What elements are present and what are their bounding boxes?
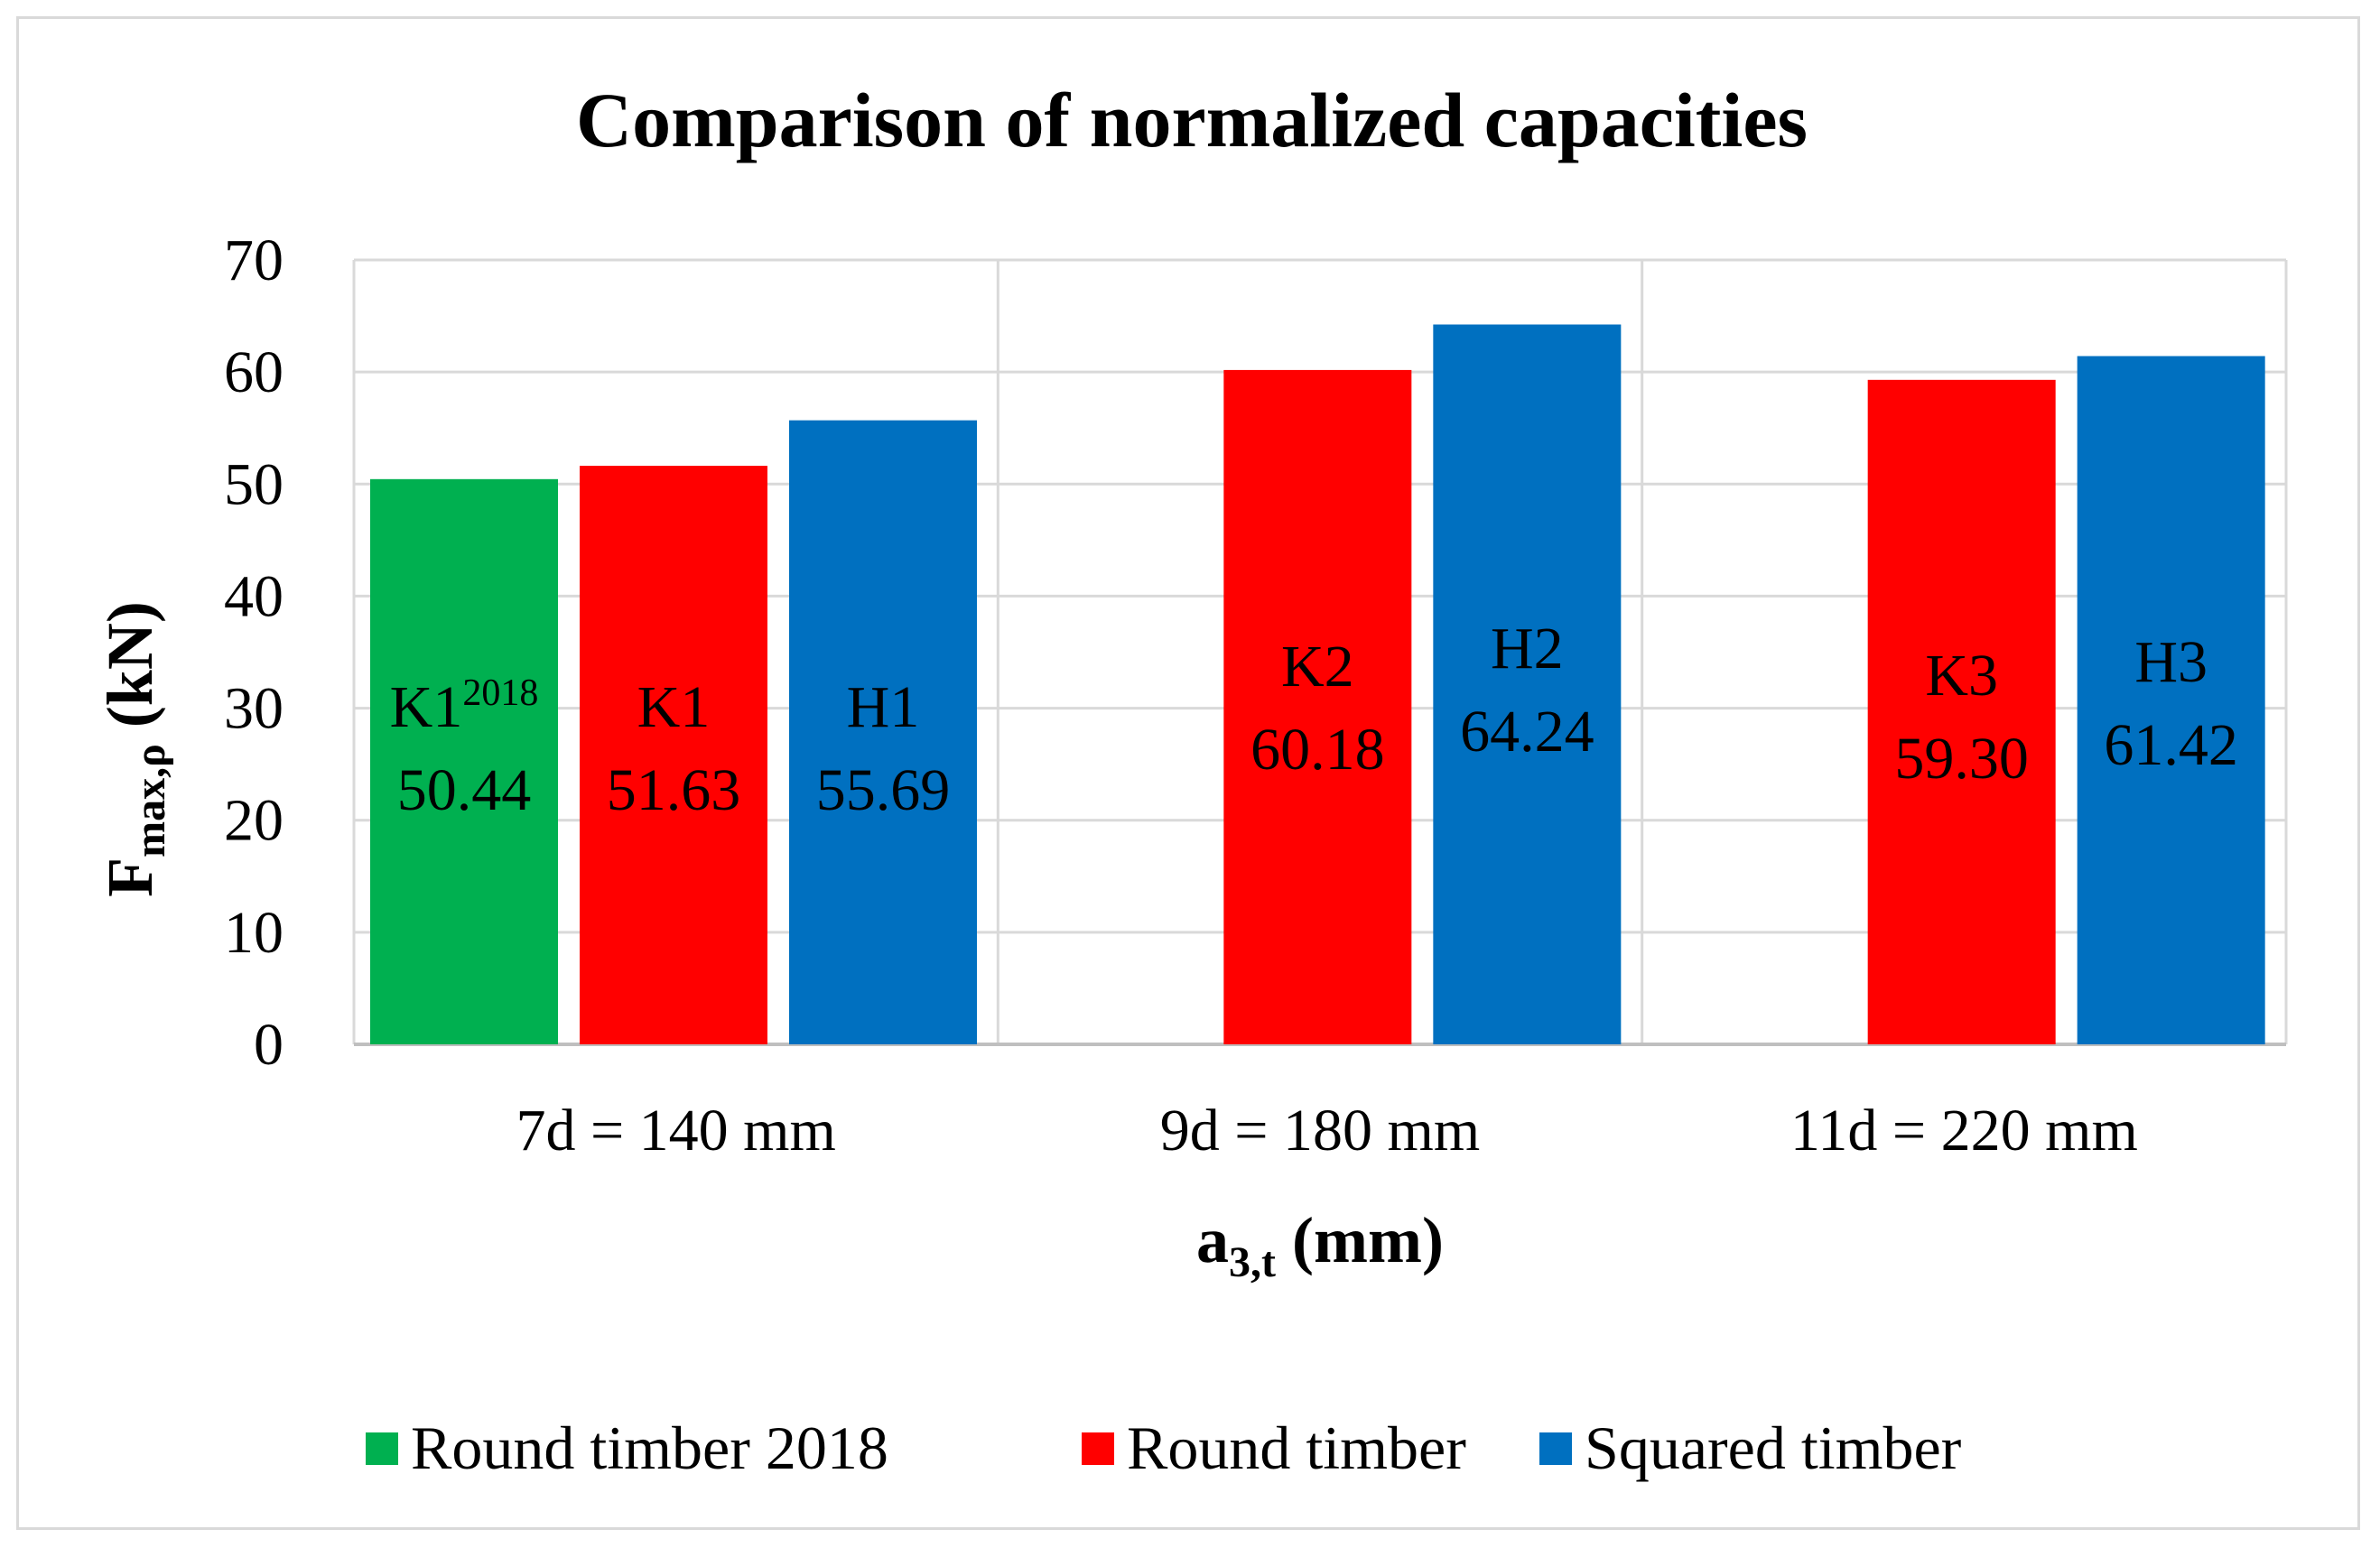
chart-title: Comparison of normalized capacities [576, 77, 1808, 163]
y-axis-title-sub: max,ρ [126, 744, 174, 857]
bar-value-label: 61.42 [2104, 712, 2238, 778]
bar [370, 478, 558, 1044]
x-axis-title-unit: (mm) [1276, 1204, 1444, 1276]
legend-label: Squared timber [1585, 1414, 1962, 1482]
y-axis-title: Fmax,ρ (kN) [94, 601, 174, 897]
x-tick-label: 7d = 140 mm [516, 1098, 835, 1163]
bar [789, 420, 977, 1044]
bar [1867, 379, 2056, 1044]
bar-series-label: H1 [847, 674, 920, 740]
legend-swatch [1082, 1432, 1114, 1465]
y-tick-label: 10 [224, 900, 284, 966]
bar [580, 466, 767, 1044]
y-axis-title-main: F [94, 857, 166, 897]
bar-value-label: 51.63 [607, 757, 741, 823]
bar-series-label: K2 [1281, 634, 1354, 700]
bar-series-label-main: K1 [637, 674, 711, 740]
x-axis-title-sub: 3,t [1229, 1238, 1276, 1286]
legend-item: Round timber [1082, 1414, 1466, 1482]
y-tick-label: 20 [224, 788, 284, 854]
bar-series-label-sup: 2018 [462, 672, 538, 714]
bar-series-label: K3 [1925, 643, 1998, 709]
bar-value-label: 64.24 [1460, 699, 1594, 765]
bar-series-label: H2 [1491, 616, 1564, 681]
legend: Round timber 2018 Round timber Squared tim… [366, 1414, 1962, 1482]
bar-series-label-main: K3 [1925, 643, 1998, 709]
bar [1223, 369, 1412, 1044]
y-axis-ticks: 0 10 20 30 40 50 60 70 [224, 227, 284, 1078]
x-axis-title-main: a [1196, 1204, 1229, 1276]
bar-value-label: 50.44 [397, 757, 532, 823]
legend-swatch [1539, 1432, 1572, 1465]
legend-item: Round timber 2018 [366, 1414, 888, 1482]
x-axis-title: a3,t (mm) [1196, 1204, 1444, 1286]
y-tick-label: 30 [224, 676, 284, 742]
bar [2077, 356, 2265, 1045]
bar-series-label-main: H2 [1491, 616, 1564, 681]
bar-series-label-main: H3 [2134, 629, 2208, 695]
bar-value-label: 60.18 [1250, 717, 1385, 783]
y-tick-label: 0 [254, 1012, 284, 1078]
bar-series-label-main: K2 [1281, 634, 1354, 700]
y-tick-label: 60 [224, 339, 284, 405]
bars [370, 324, 2265, 1045]
y-tick-label: 50 [224, 451, 284, 517]
bar-series-label: K1 [637, 674, 711, 740]
bar-value-label: 55.69 [816, 757, 951, 823]
bar [1433, 324, 1622, 1044]
x-axis-ticks: 7d = 140 mm 9d = 180 mm 11d = 220 mm [516, 1098, 2137, 1163]
bar-series-label: H3 [2134, 629, 2208, 695]
y-axis-title-unit: (kN) [94, 601, 166, 744]
legend-label: Round timber [1127, 1414, 1466, 1482]
legend-item: Squared timber [1539, 1414, 1962, 1482]
y-tick-label: 40 [224, 563, 284, 629]
x-tick-label: 9d = 180 mm [1160, 1098, 1480, 1163]
bar-series-label-main: K1 [390, 674, 463, 740]
bar-series-label: K12018 [390, 672, 539, 740]
x-tick-label: 11d = 220 mm [1790, 1098, 2138, 1163]
y-tick-label: 70 [224, 227, 284, 293]
bar-series-label-main: H1 [847, 674, 920, 740]
bar-value-label: 59.30 [1894, 726, 2029, 792]
bar-labels: K1201850.44K151.63K260.18K359.30H155.69H… [390, 616, 2238, 823]
legend-label: Round timber 2018 [411, 1414, 888, 1482]
legend-swatch [366, 1432, 398, 1465]
